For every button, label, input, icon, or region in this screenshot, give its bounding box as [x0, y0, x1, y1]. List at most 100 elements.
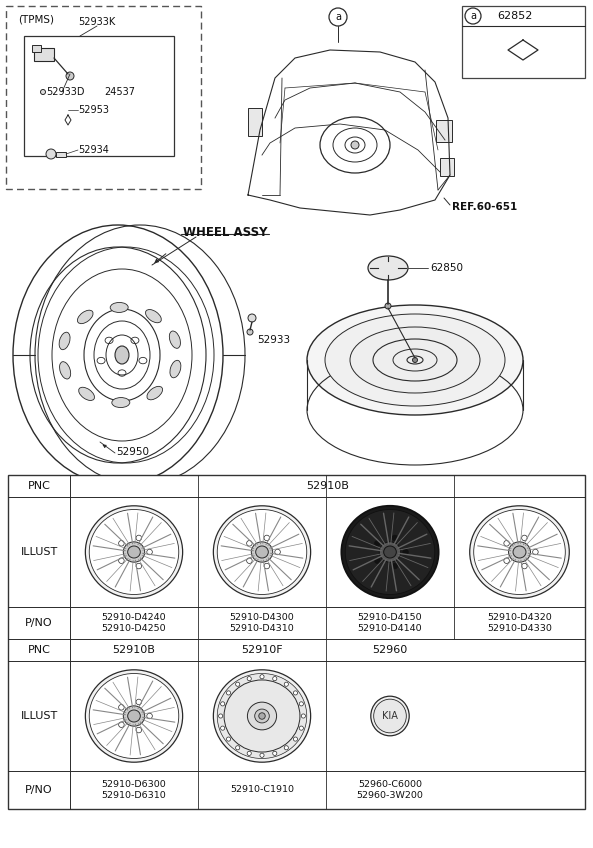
Bar — [6, 6, 201, 189]
Circle shape — [284, 682, 288, 686]
Text: 52910-D4240
52910-D4250: 52910-D4240 52910-D4250 — [101, 612, 166, 633]
Text: 52910-D4300
52910-D4310: 52910-D4300 52910-D4310 — [229, 612, 294, 633]
Ellipse shape — [509, 542, 531, 562]
Ellipse shape — [85, 670, 183, 762]
Circle shape — [504, 540, 509, 546]
Text: 52910-C1910: 52910-C1910 — [230, 785, 294, 795]
Circle shape — [119, 540, 124, 546]
Circle shape — [66, 72, 74, 80]
Text: ILLUST: ILLUST — [20, 711, 58, 721]
Text: 62850: 62850 — [430, 263, 463, 273]
Ellipse shape — [112, 398, 130, 408]
Circle shape — [136, 563, 142, 569]
Bar — [248, 108, 262, 136]
Ellipse shape — [371, 696, 409, 736]
Ellipse shape — [213, 505, 311, 598]
Text: 52910-D4320
52910-D4330: 52910-D4320 52910-D4330 — [487, 612, 552, 633]
Text: 52960: 52960 — [372, 645, 407, 655]
Ellipse shape — [307, 305, 523, 415]
Circle shape — [46, 149, 56, 159]
Ellipse shape — [345, 510, 435, 594]
Ellipse shape — [217, 673, 307, 758]
Circle shape — [273, 751, 277, 756]
Circle shape — [392, 563, 397, 569]
Circle shape — [147, 713, 152, 719]
Circle shape — [522, 563, 527, 569]
Circle shape — [247, 751, 251, 756]
Bar — [440, 158, 454, 176]
Text: 52953: 52953 — [78, 105, 109, 115]
Text: 24537: 24537 — [104, 87, 135, 97]
Ellipse shape — [251, 542, 273, 562]
Ellipse shape — [217, 510, 307, 594]
Circle shape — [260, 675, 264, 678]
Circle shape — [119, 705, 124, 710]
Ellipse shape — [385, 303, 391, 309]
Circle shape — [136, 728, 142, 733]
Circle shape — [248, 314, 256, 322]
Circle shape — [235, 745, 240, 750]
Ellipse shape — [380, 542, 401, 562]
Text: ILLUST: ILLUST — [20, 547, 58, 557]
Circle shape — [136, 699, 142, 705]
Circle shape — [40, 90, 46, 94]
Text: 52910F: 52910F — [241, 645, 283, 655]
Circle shape — [413, 358, 417, 362]
Text: a: a — [335, 12, 341, 22]
Ellipse shape — [513, 546, 526, 558]
Ellipse shape — [59, 361, 71, 379]
Ellipse shape — [350, 327, 480, 393]
Circle shape — [219, 714, 223, 718]
Bar — [32, 45, 41, 52]
Circle shape — [375, 558, 380, 563]
Circle shape — [247, 540, 252, 546]
Circle shape — [227, 691, 231, 695]
Ellipse shape — [115, 346, 129, 364]
Bar — [34, 48, 54, 61]
Circle shape — [375, 540, 380, 546]
Text: P/NO: P/NO — [25, 618, 53, 628]
Text: 52910-D6300
52910-D6310: 52910-D6300 52910-D6310 — [101, 779, 167, 801]
Ellipse shape — [213, 670, 311, 762]
Circle shape — [301, 714, 305, 718]
Circle shape — [264, 535, 270, 541]
Text: 52933D: 52933D — [46, 87, 84, 97]
Ellipse shape — [127, 546, 141, 558]
Text: 52933: 52933 — [257, 335, 291, 345]
Ellipse shape — [123, 542, 145, 562]
Circle shape — [533, 550, 538, 555]
Text: WHEEL ASSY: WHEEL ASSY — [183, 226, 267, 238]
Ellipse shape — [110, 303, 128, 312]
Circle shape — [119, 722, 124, 728]
Circle shape — [247, 329, 253, 335]
Circle shape — [227, 737, 231, 741]
Text: 52950: 52950 — [116, 447, 149, 457]
Text: (TPMS): (TPMS) — [18, 15, 54, 25]
Text: 52934: 52934 — [78, 145, 109, 155]
Circle shape — [235, 682, 240, 686]
Text: 52910B: 52910B — [306, 481, 349, 491]
Circle shape — [403, 550, 409, 555]
Text: 62852: 62852 — [498, 11, 533, 21]
Ellipse shape — [247, 702, 276, 730]
Ellipse shape — [85, 505, 183, 598]
Circle shape — [119, 558, 124, 563]
Text: P/NO: P/NO — [25, 785, 53, 795]
Ellipse shape — [127, 710, 141, 722]
Ellipse shape — [147, 387, 162, 399]
Ellipse shape — [256, 546, 268, 558]
Ellipse shape — [474, 510, 565, 594]
Text: 52910-D4150
52910-D4140: 52910-D4150 52910-D4140 — [358, 612, 422, 633]
Bar — [56, 152, 66, 157]
Circle shape — [221, 702, 225, 706]
Circle shape — [273, 677, 277, 681]
Text: REF.60-651: REF.60-651 — [452, 202, 517, 212]
Ellipse shape — [325, 314, 505, 406]
Ellipse shape — [90, 510, 178, 594]
Ellipse shape — [470, 505, 569, 598]
Circle shape — [264, 563, 270, 569]
Ellipse shape — [374, 699, 406, 733]
Circle shape — [247, 677, 251, 681]
Circle shape — [294, 691, 298, 695]
Ellipse shape — [170, 331, 180, 349]
